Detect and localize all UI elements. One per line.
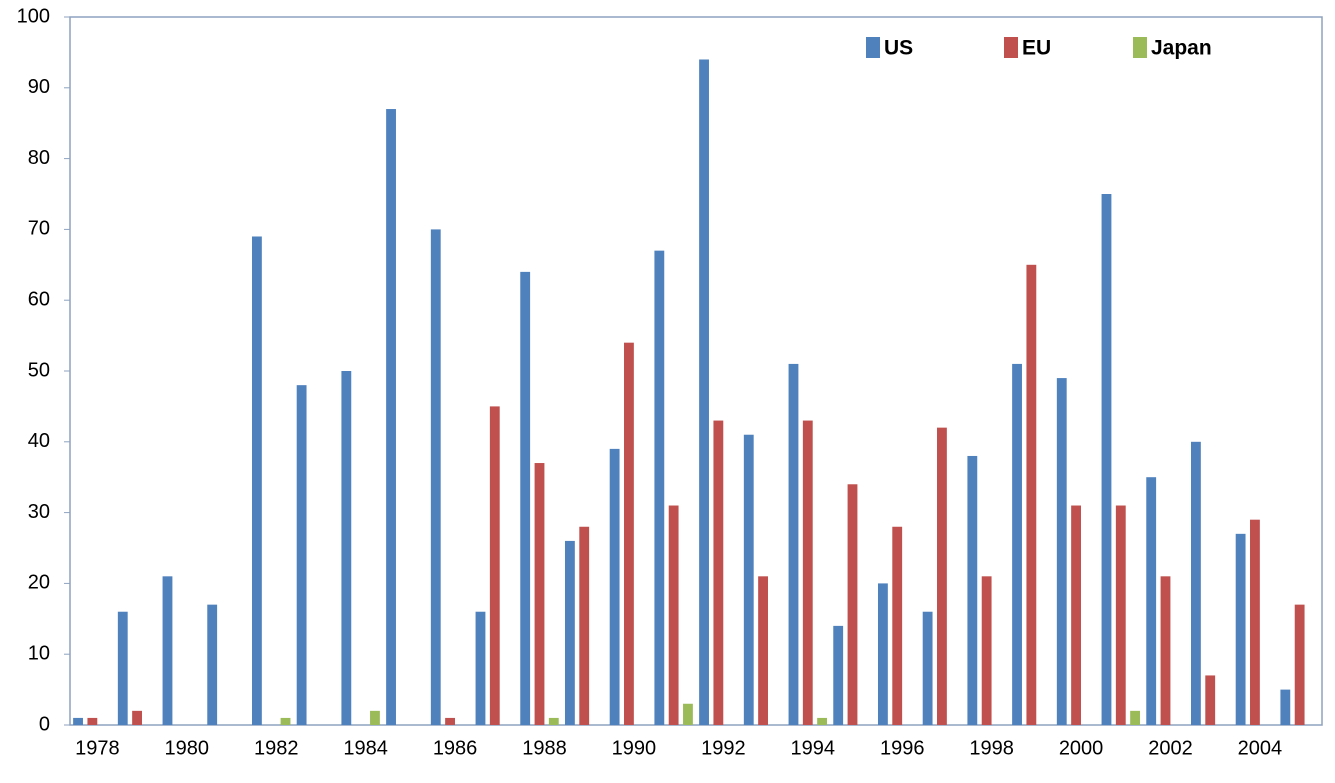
x-tick-label: 1994 — [791, 737, 836, 759]
legend-label: Japan — [1151, 37, 1212, 60]
bar — [1205, 675, 1216, 725]
x-tick-label: 1978 — [75, 737, 120, 759]
bar — [430, 229, 441, 725]
x-tick-label: 1992 — [701, 737, 746, 759]
bar — [1190, 441, 1201, 725]
y-tick-label: 20 — [28, 572, 50, 594]
x-tick-label: 1986 — [433, 737, 478, 759]
bar — [743, 434, 754, 725]
x-tick-label: 1996 — [880, 737, 925, 759]
y-tick-label: 50 — [28, 359, 50, 381]
bar — [1101, 194, 1112, 725]
y-tick-label: 70 — [28, 218, 50, 240]
bar — [296, 385, 307, 725]
bar — [87, 717, 98, 725]
bar — [1056, 378, 1067, 725]
bar — [341, 371, 352, 725]
bar — [758, 576, 768, 725]
bar — [475, 611, 486, 725]
y-tick-label: 90 — [28, 76, 50, 98]
bar — [802, 420, 813, 725]
bar — [713, 420, 724, 725]
legend-swatch — [866, 37, 880, 58]
bar — [251, 236, 262, 726]
y-tick-label: 30 — [28, 501, 50, 523]
bar — [817, 717, 828, 725]
bar — [1026, 264, 1037, 725]
bar — [668, 505, 679, 725]
y-tick-label: 10 — [28, 642, 50, 664]
bar — [520, 271, 531, 725]
y-tick-label: 60 — [28, 288, 50, 310]
bar — [445, 717, 455, 725]
legend-swatch — [1004, 37, 1018, 58]
bar — [1160, 576, 1171, 725]
bar — [877, 583, 888, 725]
bar — [1280, 689, 1291, 725]
bar — [489, 406, 500, 725]
bar — [280, 717, 291, 725]
y-tick-label: 80 — [28, 147, 50, 169]
bar — [579, 526, 590, 725]
bar — [1071, 505, 1081, 725]
y-tick-label: 40 — [28, 430, 50, 452]
bar — [73, 717, 83, 725]
bar — [1146, 477, 1157, 725]
bar — [1115, 505, 1126, 725]
x-tick-label: 1982 — [254, 737, 299, 759]
bar — [981, 576, 992, 725]
x-tick-label: 2004 — [1238, 737, 1283, 759]
bar — [548, 717, 559, 725]
bar — [654, 250, 665, 725]
bar — [1294, 604, 1305, 725]
x-tick-label: 1990 — [612, 737, 657, 759]
x-tick-label: 1988 — [522, 737, 567, 759]
bar — [833, 625, 844, 725]
bar — [1250, 519, 1260, 725]
bar — [699, 59, 709, 726]
bar — [386, 109, 396, 726]
bar — [162, 576, 173, 725]
bar — [1012, 363, 1022, 725]
bar — [1235, 533, 1246, 725]
bar — [683, 703, 693, 725]
bar — [624, 342, 634, 725]
bar — [117, 611, 128, 725]
bar — [922, 611, 933, 725]
bar — [609, 448, 620, 725]
bar — [788, 363, 799, 725]
x-tick-label: 2000 — [1059, 737, 1104, 759]
x-tick-label: 2002 — [1148, 737, 1193, 759]
bar — [534, 463, 545, 725]
x-tick-label: 1980 — [165, 737, 210, 759]
bar — [132, 710, 142, 725]
bar — [1130, 710, 1141, 725]
x-tick-label: 1984 — [343, 737, 388, 759]
bar — [564, 540, 575, 725]
legend-label: US — [884, 37, 913, 60]
bar — [370, 710, 380, 725]
y-tick-label: 0 — [39, 713, 50, 735]
bar — [937, 427, 947, 725]
bar — [847, 484, 858, 725]
bar — [892, 526, 903, 725]
x-tick-label: 1998 — [969, 737, 1014, 759]
bar — [967, 455, 978, 725]
bar — [207, 604, 218, 725]
y-tick-label: 100 — [17, 5, 50, 27]
legend-swatch — [1133, 37, 1147, 58]
legend-label: EU — [1022, 37, 1051, 60]
